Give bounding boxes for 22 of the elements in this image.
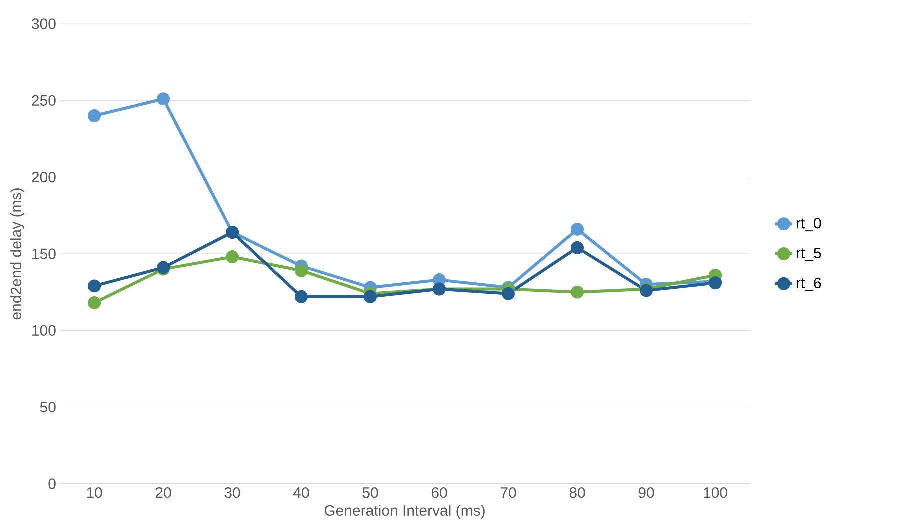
y-tick-label: 50 [40,402,56,413]
x-tick-label: 80 [570,488,586,498]
x-tick-label: 50 [362,488,378,498]
x-axis-title: Generation Interval (ms) [324,505,485,519]
legend-label: rt_5 [796,248,822,262]
x-tick-label: 20 [156,488,172,498]
y-tick-label: 0 [48,478,56,490]
x-tick-label: 90 [638,488,654,498]
x-tick-label: 100 [704,488,728,498]
x-tick-label: 40 [294,488,310,498]
y-tick-label: 150 [32,248,56,260]
y-tick-label: 300 [32,18,56,30]
x-tick-label: 70 [500,488,516,498]
y-tick-label: 100 [32,325,56,336]
x-tick-label: 30 [224,488,240,498]
y-axis-title: end2end delay (ms) [10,188,25,320]
legend-label: rt_6 [796,278,822,292]
x-tick-label: 10 [87,488,102,498]
legend-label: rt_0 [796,218,822,232]
y-tick-label: 250 [32,95,56,106]
x-tick-label: 60 [432,488,448,498]
y-tick-label: 200 [32,172,56,183]
